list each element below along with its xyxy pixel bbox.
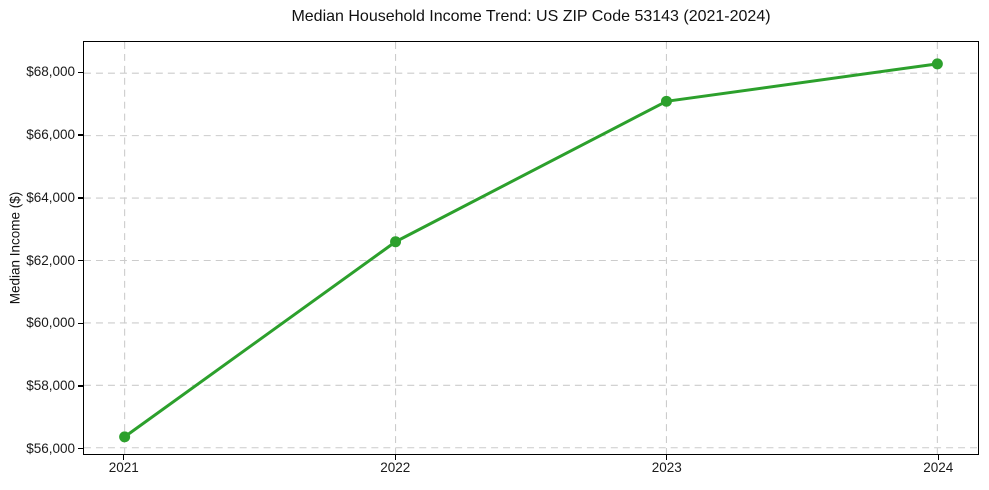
y-tick-mark bbox=[78, 134, 83, 136]
x-tick-label: 2023 bbox=[651, 460, 682, 475]
data-point-marker bbox=[119, 431, 131, 443]
data-point-marker bbox=[660, 95, 672, 107]
chart-canvas bbox=[84, 42, 978, 454]
y-tick-label: $64,000 bbox=[26, 189, 75, 205]
y-tick-label: $62,000 bbox=[26, 252, 75, 268]
plot-area bbox=[83, 41, 979, 455]
x-tick-label: 2021 bbox=[108, 460, 139, 475]
y-tick-label: $56,000 bbox=[26, 440, 75, 456]
x-tick-label: 2024 bbox=[923, 460, 954, 475]
chart-title: Median Household Income Trend: US ZIP Co… bbox=[291, 8, 771, 25]
y-tick-mark bbox=[78, 322, 83, 324]
y-tick-mark bbox=[78, 385, 83, 387]
trend-line bbox=[123, 62, 939, 439]
y-tick-mark bbox=[78, 259, 83, 262]
x-tick-mark bbox=[666, 455, 668, 460]
y-tick-mark bbox=[78, 71, 83, 74]
data-point-marker bbox=[390, 236, 402, 248]
x-tick-mark bbox=[937, 455, 939, 460]
x-tick-mark bbox=[394, 455, 396, 460]
y-tick-label: $60,000 bbox=[26, 315, 75, 331]
y-tick-mark bbox=[78, 197, 83, 199]
data-point-marker bbox=[931, 58, 943, 70]
x-tick-mark bbox=[123, 455, 125, 460]
y-tick-label: $58,000 bbox=[26, 378, 75, 393]
y-tick-mark bbox=[78, 448, 83, 450]
x-tick-label: 2022 bbox=[380, 460, 411, 475]
y-axis-label: Median Income ($) bbox=[7, 191, 23, 305]
y-tick-label: $66,000 bbox=[26, 127, 75, 143]
y-tick-label: $68,000 bbox=[26, 64, 75, 80]
